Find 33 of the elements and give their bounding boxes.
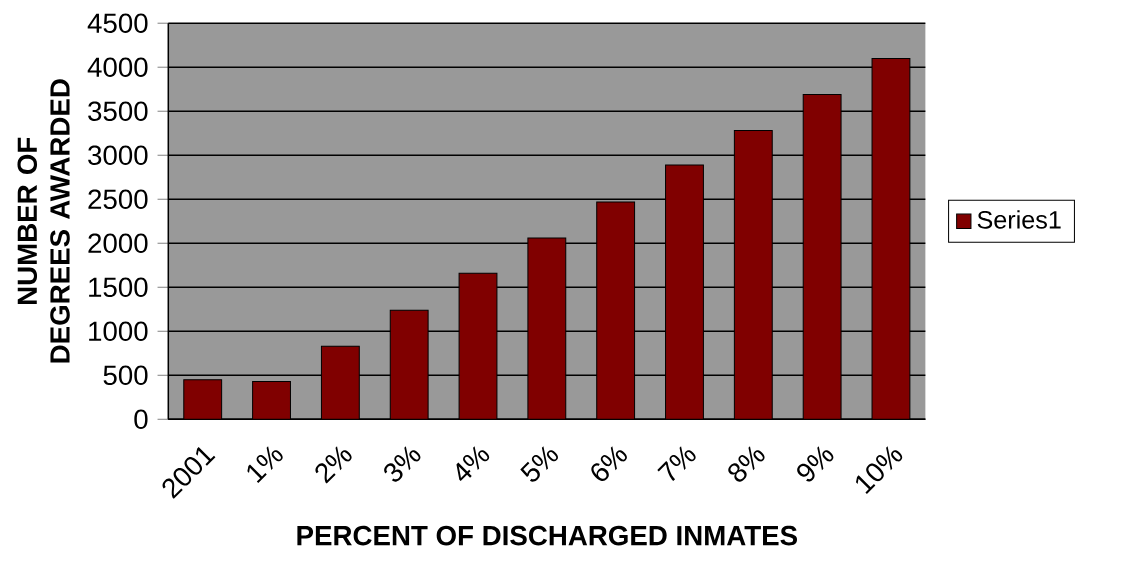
legend-label: Series1	[977, 210, 1061, 229]
y-tick-label: 0	[134, 409, 148, 430]
x-tick-label: 8%	[728, 446, 765, 482]
y-tick-label: 4500	[87, 13, 148, 34]
x-tick-label: 7%	[657, 446, 696, 482]
bar	[458, 272, 498, 420]
x-tick-label: 4%	[456, 446, 490, 482]
bar	[252, 380, 291, 420]
bar	[871, 57, 911, 420]
x-tick-label: 1%	[247, 446, 283, 484]
bar	[389, 309, 429, 420]
y-tick-label: 3000	[88, 145, 148, 166]
bar	[802, 93, 842, 420]
bar	[183, 379, 223, 420]
bar	[665, 164, 704, 420]
bar	[733, 130, 773, 420]
x-tick-label: 6%	[591, 446, 627, 481]
bar	[320, 345, 360, 420]
y-tick-label: 4000	[87, 57, 148, 78]
y-tick-label: 1500	[89, 277, 148, 298]
y-axis-title: NUMBER OF DEGREES AWARDED	[17, 79, 70, 363]
y-tick-label: 500	[103, 365, 148, 386]
y-tick-label: 2000	[88, 233, 148, 254]
x-tick-label: 3%	[384, 446, 421, 482]
bar	[527, 237, 567, 420]
y-tick-label: 2500	[88, 189, 148, 210]
y-tick-label: 1000	[89, 321, 148, 342]
x-tick-label: 5%	[520, 446, 558, 482]
y-tick-label: 3500	[88, 101, 148, 122]
x-tick-label: 2%	[315, 446, 352, 484]
x-tick-label: 9%	[797, 446, 834, 482]
bar	[596, 201, 636, 420]
x-axis-title: PERCENT OF DISCHARGED INMATES	[297, 525, 798, 546]
